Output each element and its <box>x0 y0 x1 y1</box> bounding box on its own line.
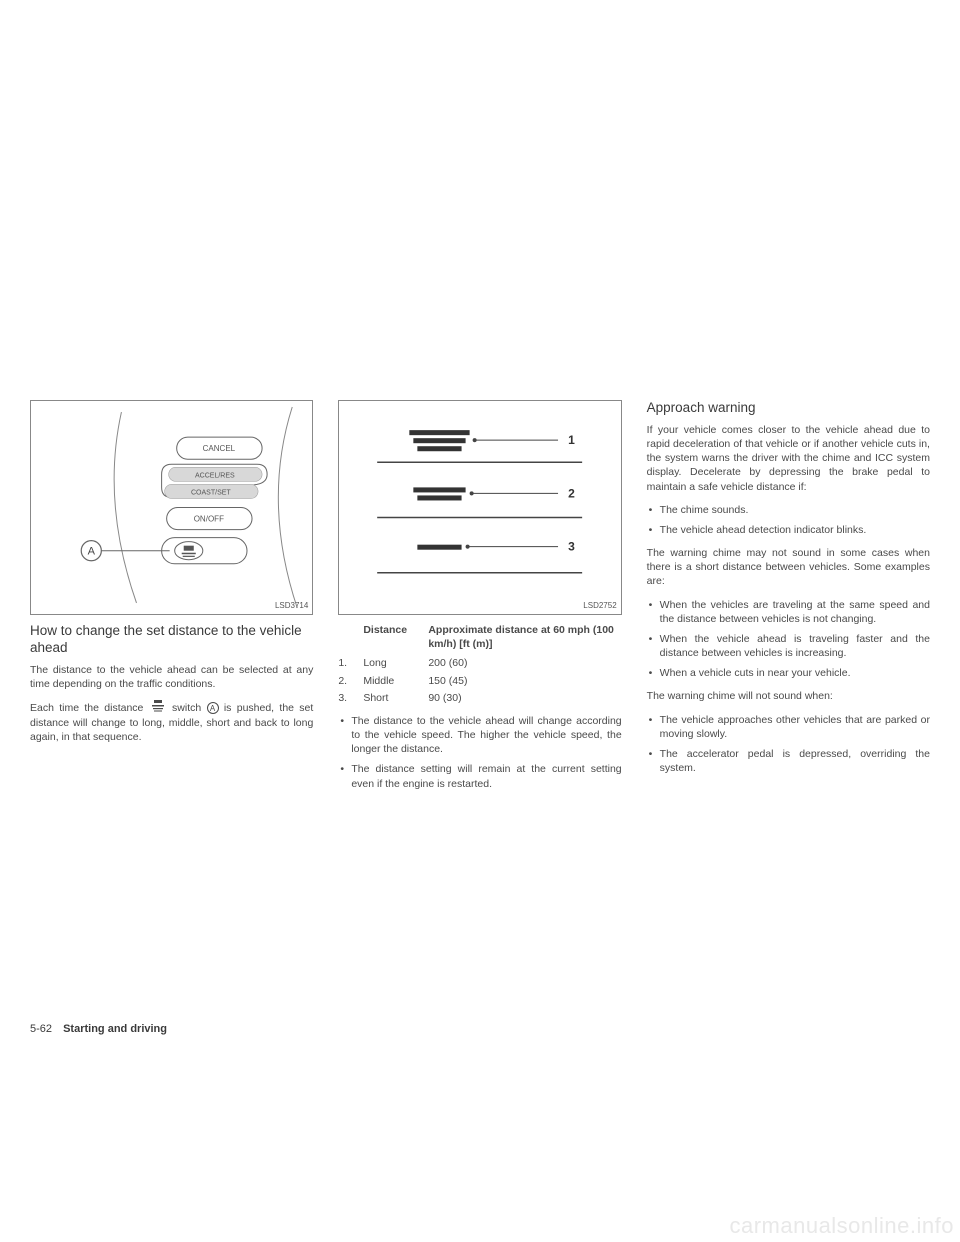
col2-bullets: The distance to the vehicle ahead will c… <box>338 714 621 791</box>
distance-bars-svg: 1 2 3 <box>339 401 620 614</box>
column-2: 1 2 3 LSD2752 Distance Approxi <box>338 400 621 800</box>
table-h2: Approximate distance at 60 mph (100 km/h… <box>428 623 621 651</box>
btn-coast: COAST/SET <box>191 489 231 496</box>
callout-a: A <box>88 546 96 558</box>
p2-part-a: Each time the distance <box>30 702 143 714</box>
col3-bullets1: The chime sounds. The vehicle ahead dete… <box>647 503 930 537</box>
table-cell: 2. <box>338 674 363 688</box>
col3-bullets3: The vehicle approaches other vehicles th… <box>647 713 930 776</box>
list-item: The accelerator pedal is depressed, over… <box>647 747 930 775</box>
col3-p2: The warning chime may not sound in some … <box>647 546 930 589</box>
distance-icon <box>149 700 167 716</box>
chapter-title: Starting and driving <box>63 1023 167 1035</box>
list-item: When a vehicle cuts in near your vehicle… <box>647 666 930 680</box>
list-item: The distance to the vehicle ahead will c… <box>338 714 621 757</box>
table-cell: 90 (30) <box>428 691 621 705</box>
table-cell: 150 (45) <box>428 674 621 688</box>
column-3: Approach warning If your vehicle comes c… <box>647 400 930 800</box>
callout-1: 1 <box>568 433 575 447</box>
figure-1: CANCEL ACCEL/RES COAST/SET ON/OFF A LS <box>30 400 313 615</box>
table-row: 3. Short 90 (30) <box>338 691 621 705</box>
col3-p3: The warning chime will not sound when: <box>647 689 930 703</box>
callout-3: 3 <box>568 540 575 554</box>
list-item: The distance setting will remain at the … <box>338 762 621 790</box>
figure-2: 1 2 3 LSD2752 <box>338 400 621 615</box>
table-header-row: Distance Approximate distance at 60 mph … <box>338 623 621 651</box>
callout-2: 2 <box>568 486 575 500</box>
col1-p1: The distance to the vehicle ahead can be… <box>30 663 313 691</box>
p2-part-b: switch <box>172 702 201 714</box>
table-row: 1. Long 200 (60) <box>338 656 621 670</box>
page-number: 5-62 <box>30 1023 52 1035</box>
table-cell: Long <box>363 656 428 670</box>
list-item: When the vehicle ahead is traveling fast… <box>647 632 930 660</box>
col3-bullets2: When the vehicles are traveling at the s… <box>647 598 930 681</box>
table-h0 <box>338 623 363 651</box>
heading-approach: Approach warning <box>647 400 930 417</box>
list-item: The chime sounds. <box>647 503 930 517</box>
heading-set-distance: How to change the set distance to the ve… <box>30 623 313 657</box>
page-footer: 5-62 Starting and driving <box>30 1023 167 1035</box>
table-cell: 3. <box>338 691 363 705</box>
table-h1: Distance <box>363 623 428 651</box>
table-cell: 1. <box>338 656 363 670</box>
list-item: The vehicle approaches other vehicles th… <box>647 713 930 741</box>
list-item: When the vehicles are traveling at the s… <box>647 598 930 626</box>
btn-accel: ACCEL/RES <box>195 472 235 479</box>
table-row: 2. Middle 150 (45) <box>338 674 621 688</box>
circle-a: A <box>207 702 219 714</box>
distance-table: Distance Approximate distance at 60 mph … <box>338 623 621 705</box>
watermark: carmanualsonline.info <box>729 1213 954 1239</box>
table-cell: Short <box>363 691 428 705</box>
table-cell: Middle <box>363 674 428 688</box>
figure-2-label: LSD2752 <box>583 601 616 612</box>
col3-p1: If your vehicle comes closer to the vehi… <box>647 423 930 494</box>
table-cell: 200 (60) <box>428 656 621 670</box>
figure-1-label: LSD3714 <box>275 601 308 612</box>
col1-p2: Each time the distance switch A is pushe… <box>30 700 313 745</box>
btn-onoff: ON/OFF <box>194 515 224 524</box>
steering-buttons-svg: CANCEL ACCEL/RES COAST/SET ON/OFF A <box>31 401 312 614</box>
btn-cancel: CANCEL <box>203 444 236 453</box>
list-item: The vehicle ahead detection indicator bl… <box>647 523 930 537</box>
page-content: CANCEL ACCEL/RES COAST/SET ON/OFF A LS <box>30 400 930 800</box>
column-1: CANCEL ACCEL/RES COAST/SET ON/OFF A LS <box>30 400 313 800</box>
